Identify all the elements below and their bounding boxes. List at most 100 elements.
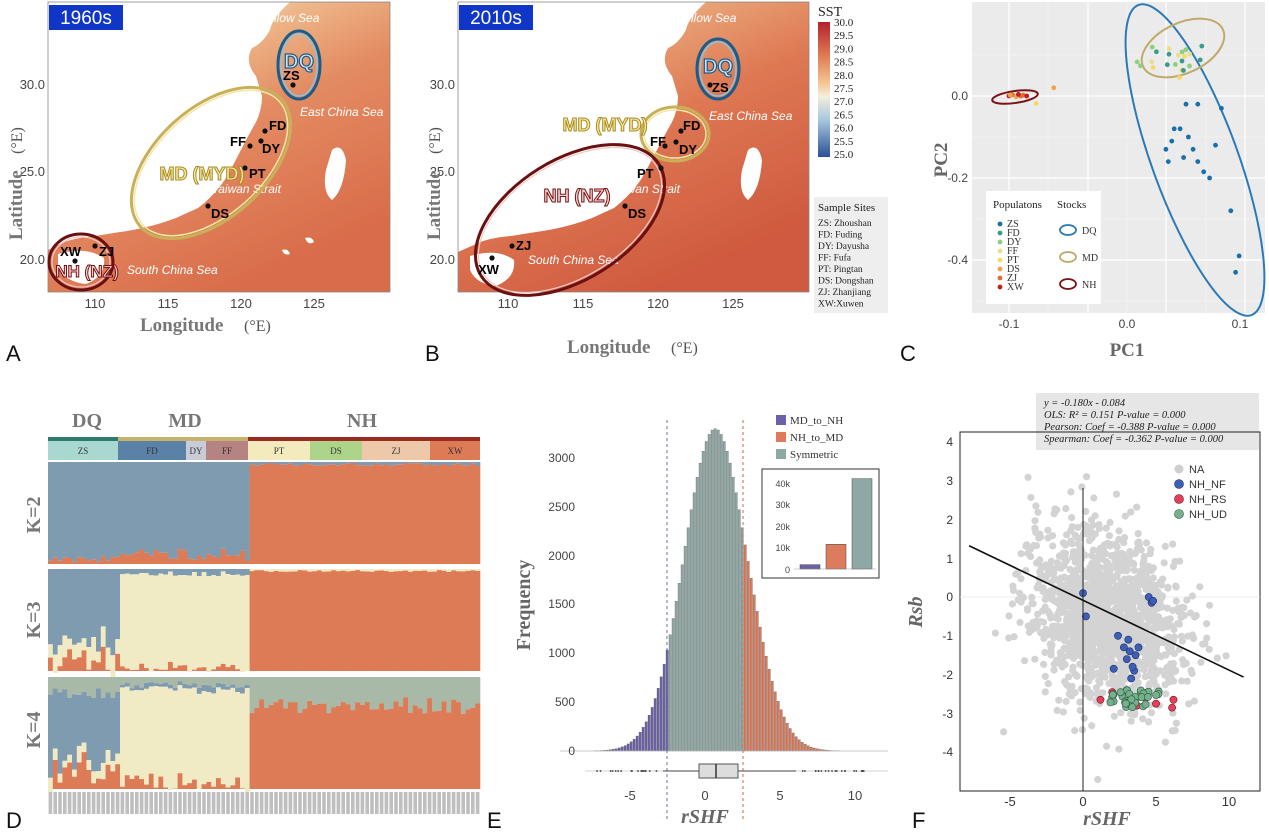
sample-tick-label	[360, 792, 365, 814]
svg-text:(°E): (°E)	[244, 318, 271, 335]
svg-text:30.0: 30.0	[20, 77, 45, 92]
sea-label-taiwan-a: Taiwan Strait	[212, 182, 282, 196]
scatter-point-na	[991, 629, 1000, 637]
scatter-point-na	[1034, 610, 1042, 618]
scatter-point-nh-nf	[1125, 647, 1134, 656]
scatter-point-nh-nf	[1128, 662, 1137, 671]
scatter-point-na	[1106, 566, 1114, 575]
stat-equation: y = -0.180x - 0.084	[1043, 398, 1126, 409]
sample-tick-label	[216, 792, 221, 814]
inset-bar-NH_to_MD	[825, 544, 847, 570]
hist-bar	[803, 744, 807, 752]
scatter-point-na	[1072, 672, 1081, 680]
scatter-point-nh-rs	[1096, 695, 1105, 704]
scatter-point-na	[1102, 627, 1111, 635]
sample-tick-label	[322, 792, 326, 814]
scatter-point-na	[1142, 539, 1151, 547]
hist-bar	[641, 727, 645, 752]
scatter-point-na	[1048, 592, 1056, 600]
scatter-point-na	[1082, 630, 1090, 638]
site-xw-b: XW	[478, 262, 500, 277]
hist-bar	[647, 714, 651, 752]
scatter-point-na	[1059, 708, 1067, 716]
scatter-point-na	[1085, 591, 1093, 599]
boxplot-outlier	[620, 770, 622, 772]
axis-ticks-b: 110 115 120 125 30.0 25.0 20.0	[430, 77, 744, 311]
scatter-point-na	[1047, 557, 1055, 565]
scatter-point-na	[1117, 709, 1125, 717]
hist-bar	[629, 741, 633, 752]
pca-point	[1051, 85, 1057, 91]
scatter-point-na	[1142, 584, 1150, 593]
scatter-point-na	[1196, 583, 1204, 591]
scatter-point-na	[1119, 550, 1127, 558]
sea-label-south-a: South China Sea	[127, 263, 218, 277]
scatter-point-na	[1112, 564, 1120, 572]
scatter-point-na	[1190, 697, 1198, 705]
sea-label-yellow-b: Yellow Sea	[677, 11, 737, 25]
pca-point	[1236, 253, 1242, 259]
sample-tick-label	[442, 792, 446, 814]
scatter-point-na	[1100, 671, 1108, 679]
pca-point	[1166, 51, 1172, 57]
scatter-point-na	[1086, 640, 1094, 648]
svg-text:FF: FF	[1007, 246, 1019, 257]
sample-tick-label	[437, 792, 441, 814]
boxplot-outlier	[860, 770, 863, 772]
hist-y-ticks: 0 500 1000 1500 2000 2500 3000	[548, 451, 575, 758]
scatter-point-na	[1031, 621, 1039, 629]
svg-text:Stocks: Stocks	[1057, 199, 1086, 211]
svg-text:110: 110	[498, 296, 519, 311]
pca-point	[1182, 53, 1187, 59]
sample-tick-label	[202, 792, 206, 814]
pca-ellipse-md	[1140, 17, 1226, 79]
scatter-point-na	[1171, 667, 1179, 676]
scatter-point-na	[1112, 591, 1120, 599]
pca-point	[1150, 65, 1156, 70]
pca-y-title: PC2	[931, 143, 952, 178]
hainan-island-a	[58, 250, 105, 284]
stock-ellipse-nh-a	[47, 232, 115, 292]
scatter-point-na	[1094, 775, 1102, 784]
hist-bar	[620, 746, 624, 752]
scatter-point-na	[1150, 607, 1158, 615]
regression-line	[968, 545, 1244, 678]
scatter-point-na	[1113, 573, 1121, 581]
scatter-point-na	[1147, 709, 1156, 717]
scatter-frame	[959, 431, 1261, 792]
svg-text:-5: -5	[624, 788, 636, 803]
scatter-point-na	[1086, 690, 1095, 698]
hist-bar	[710, 429, 714, 752]
svg-text:K=4: K=4	[23, 712, 45, 749]
sample-tick-label	[370, 792, 374, 814]
scatter-point-na	[1078, 726, 1086, 734]
svg-text:25.0: 25.0	[20, 164, 45, 179]
scatter-point-na	[1065, 673, 1073, 681]
hist-bar	[683, 545, 687, 752]
svg-text:Latitude: Latitude	[424, 170, 445, 240]
pca-ticks: -0.1 0.0 0.1 0.0 -0.2 -0.4	[947, 89, 1248, 331]
scatter-point-na	[1089, 521, 1097, 529]
era-badge-b	[459, 5, 533, 30]
scatter-point-nh-ud	[1127, 695, 1136, 704]
scatter-point-na	[1030, 542, 1038, 550]
scatter-point-na	[1049, 532, 1057, 540]
sea-label-east-a: East China Sea	[300, 105, 384, 119]
scatter-point-na	[1067, 488, 1075, 496]
scatter-point-na	[1060, 645, 1068, 653]
sample-tick-label	[264, 792, 269, 814]
svg-text:20k: 20k	[775, 522, 790, 532]
site-zj-a: ZJ	[99, 244, 114, 259]
boxplot-outlier	[611, 770, 614, 772]
svg-text:XW:Xuwen: XW:Xuwen	[818, 300, 864, 310]
scatter-point-na	[1099, 600, 1107, 608]
pca-point	[1175, 52, 1181, 58]
site-fd-a: FD	[269, 118, 286, 133]
hist-x-title: rSHF	[681, 806, 729, 828]
scatter-point-na	[1067, 526, 1075, 535]
scatter-point-na	[1059, 549, 1067, 557]
sample-tick-label	[106, 792, 110, 814]
pca-point	[1134, 59, 1140, 65]
pca-point	[1177, 75, 1182, 80]
svg-text:0: 0	[785, 565, 790, 575]
